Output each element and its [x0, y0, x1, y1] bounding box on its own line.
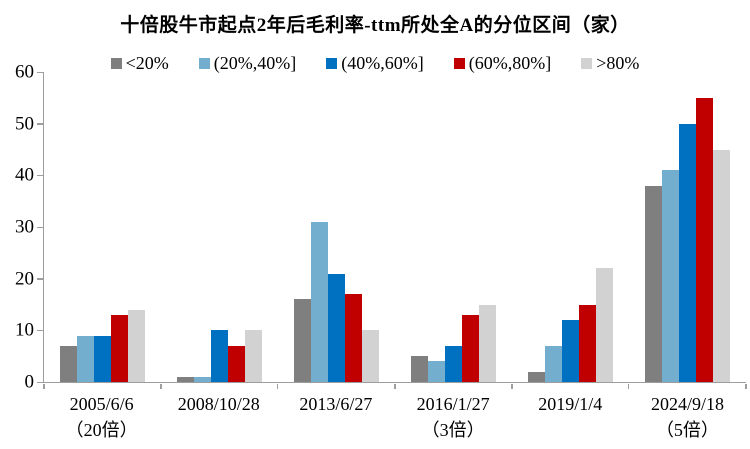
y-axis-tick-label: 10 [15, 319, 34, 341]
bar [211, 330, 228, 382]
x-category-date: 2019/1/4 [538, 394, 603, 414]
bar [411, 356, 428, 382]
y-axis-tick [37, 226, 43, 228]
x-axis-tick [511, 384, 513, 389]
bars-row [44, 72, 746, 382]
bar [479, 304, 496, 382]
legend-label: (20%,40%] [213, 53, 297, 73]
bar [445, 345, 462, 382]
legend-item-3: (40%,60%] [326, 53, 424, 74]
y-axis-tick [37, 123, 43, 125]
y-axis-tick [37, 174, 43, 177]
x-category-multiple: （20倍） [65, 420, 138, 440]
bar [228, 345, 245, 382]
bar [596, 268, 613, 382]
legend-swatch-icon [198, 58, 210, 69]
bar [713, 149, 730, 382]
y-axis-tick [37, 278, 43, 280]
bar [77, 335, 94, 382]
bar [328, 273, 345, 382]
legend-item-2: (20%,40%] [198, 53, 297, 74]
bar-group-6 [629, 72, 746, 382]
bar [696, 97, 713, 382]
bar [462, 314, 479, 382]
bar [294, 299, 311, 382]
y-axis-tick-label: 20 [15, 268, 34, 290]
x-category-date: 2016/1/27 [416, 394, 490, 414]
chart-title: 十倍股牛市起点2年后毛利率-ttm所处全A的分位区间（家） [120, 15, 630, 36]
legend-swatch-icon [453, 58, 465, 69]
bar [345, 294, 362, 382]
bar [428, 361, 445, 382]
x-category-date: 2008/10/28 [177, 394, 260, 414]
bar [245, 330, 262, 382]
bar-group-1 [44, 72, 161, 382]
bar-group-2 [161, 72, 278, 382]
x-category-date: 2005/6/6 [69, 394, 134, 414]
y-axis-tick [37, 71, 43, 73]
x-axis-tick [43, 384, 45, 389]
bar [362, 330, 379, 382]
x-axis-tick [276, 384, 279, 389]
bar [562, 320, 579, 382]
plot-area: 0 10 20 30 40 50 60 [15, 63, 747, 392]
y-axis-tick [37, 329, 43, 332]
bar [662, 170, 679, 382]
bar [311, 221, 328, 382]
x-category-multiple: （5倍） [655, 420, 719, 440]
x-category-date: 2013/6/27 [299, 394, 373, 414]
y-axis-tick-label: 0 [24, 371, 35, 393]
bar [645, 185, 662, 382]
bar [545, 345, 562, 382]
legend-label: <20% [125, 53, 169, 73]
bar [177, 376, 194, 382]
x-category-label-1: 2005/6/6 （20倍） [43, 391, 160, 443]
bar-group-5 [512, 72, 629, 382]
legend-label: (40%,60%] [341, 53, 424, 73]
legend-swatch-icon [581, 58, 593, 69]
bar-group-3 [278, 72, 395, 382]
bar [60, 345, 77, 382]
bar [579, 304, 596, 382]
y-axis-tick [37, 381, 43, 383]
x-category-label-4: 2016/1/27 （3倍） [395, 391, 512, 443]
bar [528, 371, 545, 382]
x-axis-labels: 2005/6/6 （20倍） 2008/10/28 2013/6/27 2016/1/2… [43, 391, 746, 443]
x-axis-tick [627, 384, 630, 389]
legend-label: >80% [596, 53, 640, 73]
x-category-multiple: （3倍） [421, 420, 485, 440]
y-axis-tick-label: 30 [15, 216, 34, 238]
legend-item-1: <20% [110, 53, 169, 74]
x-axis-tick [394, 384, 396, 389]
bar [194, 376, 211, 382]
x-axis-tick [745, 384, 747, 389]
y-axis-tick-label: 40 [15, 164, 34, 186]
y-axis-tick-label: 60 [15, 61, 34, 83]
bar [94, 335, 111, 382]
x-category-label-3: 2013/6/27 [277, 391, 394, 443]
legend-swatch-icon [326, 58, 338, 69]
chart-legend: <20% (20%,40%] (40%,60%] (60%,80%] >80% [0, 53, 750, 74]
legend-label: (60%,80%] [468, 53, 552, 73]
bar [679, 123, 696, 382]
x-category-label-5: 2019/1/4 [512, 391, 629, 443]
legend-item-5: >80% [581, 53, 639, 74]
legend-item-4: (60%,80%] [453, 53, 552, 74]
y-axis-tick-label: 50 [15, 113, 34, 135]
legend-swatch-icon [110, 58, 122, 69]
x-category-label-6: 2024/9/18 （5倍） [629, 391, 746, 443]
bar [111, 314, 128, 382]
bar-group-4 [395, 72, 512, 382]
x-category-date: 2024/9/18 [650, 394, 724, 414]
bar [128, 309, 145, 382]
x-axis-tick [160, 384, 162, 389]
x-category-label-2: 2008/10/28 [160, 391, 277, 443]
